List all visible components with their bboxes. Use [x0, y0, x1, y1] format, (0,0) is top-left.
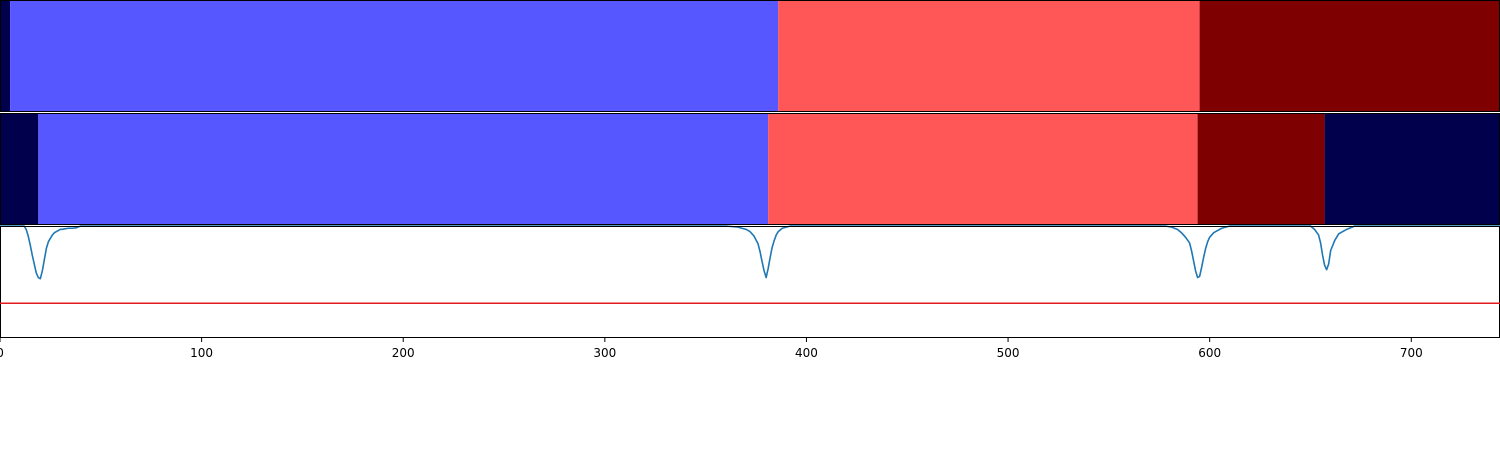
segment-1-4 [1199, 0, 1500, 112]
x-tick-label-100: 100 [190, 346, 213, 360]
segment-1-3 [778, 0, 1200, 112]
segment-2-5 [1324, 113, 1500, 225]
heatmap-track-1 [0, 0, 1500, 112]
x-tick-label-500: 500 [997, 346, 1020, 360]
x-tick-label-400: 400 [795, 346, 818, 360]
signal-panel [0, 225, 1500, 338]
x-tick-label-700: 700 [1400, 346, 1423, 360]
segment-2-1 [0, 113, 39, 225]
x-tick-label-600: 600 [1198, 346, 1221, 360]
x-tick-label-300: 300 [593, 346, 616, 360]
heatmap-track-2 [0, 113, 1500, 225]
x-tick-label-200: 200 [392, 346, 415, 360]
segment-1-2 [10, 0, 779, 112]
segment-2-3 [768, 113, 1198, 225]
segment-1-1 [0, 0, 11, 112]
x-tick-label-0: 0 [0, 346, 4, 360]
segment-2-4 [1197, 113, 1325, 225]
signal-frame [0, 226, 1500, 338]
segment-2-2 [38, 113, 769, 225]
x-axis: 0 100 200 300 400 500 600 700 [0, 338, 1423, 360]
